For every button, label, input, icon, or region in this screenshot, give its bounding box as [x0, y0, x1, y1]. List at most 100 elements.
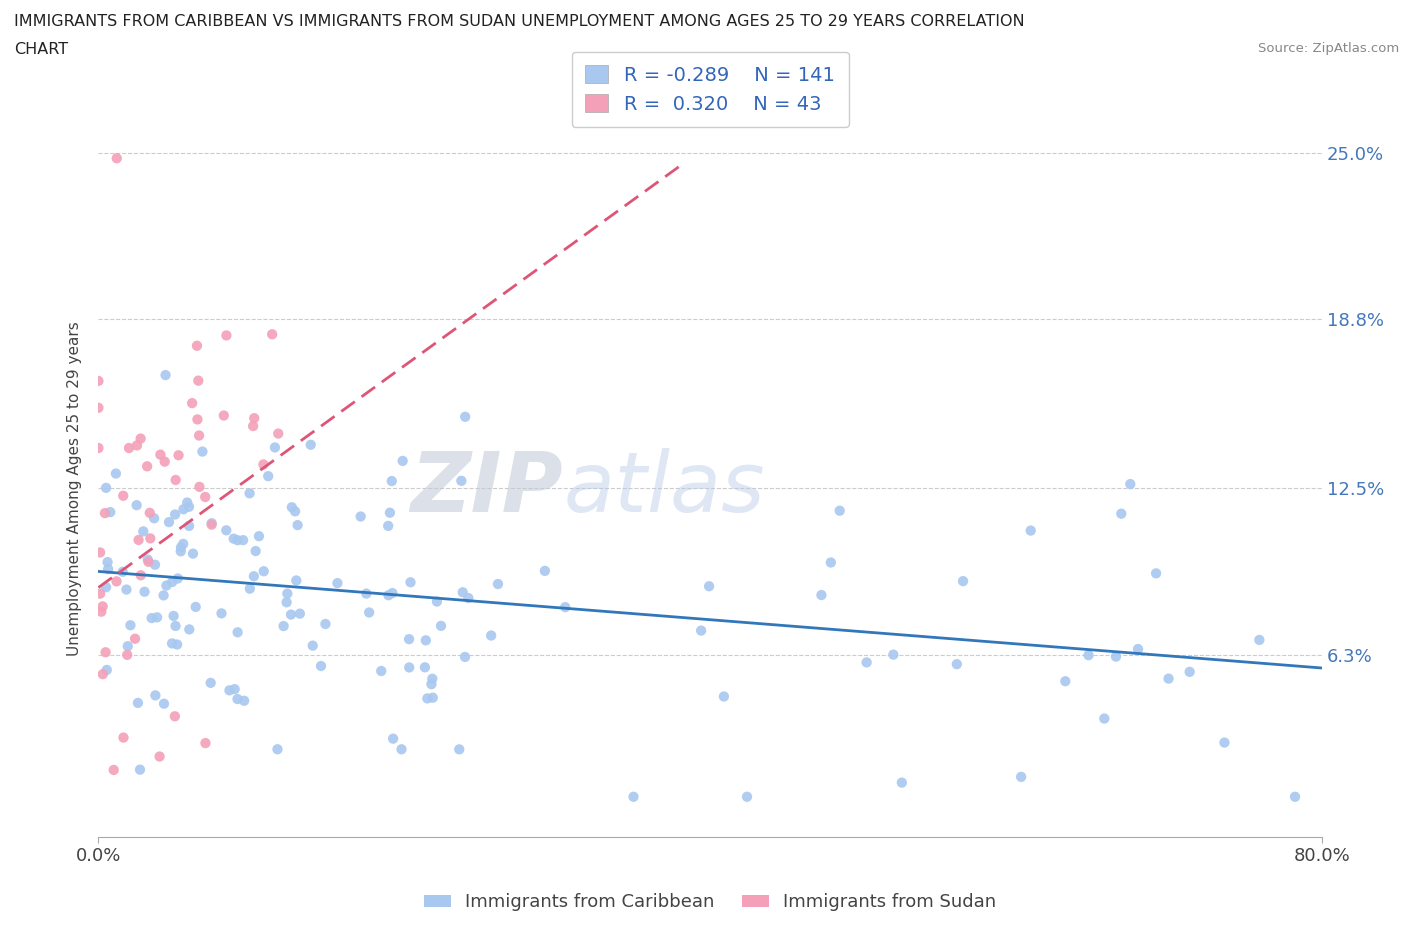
Point	[188, 428, 211, 443]
Point	[416, 691, 439, 706]
Point	[215, 523, 238, 538]
Point	[426, 594, 449, 609]
Point	[820, 555, 842, 570]
Point	[200, 675, 222, 690]
Point	[245, 544, 267, 559]
Point	[233, 693, 256, 708]
Point	[299, 437, 322, 452]
Text: Source: ZipAtlas.com: Source: ZipAtlas.com	[1258, 42, 1399, 55]
Point	[176, 495, 198, 510]
Point	[486, 577, 509, 591]
Point	[87, 400, 110, 415]
Point	[94, 644, 117, 659]
Point	[370, 663, 392, 678]
Point	[160, 636, 183, 651]
Point	[422, 690, 444, 705]
Point	[413, 660, 436, 675]
Point	[149, 749, 172, 764]
Text: atlas: atlas	[564, 447, 765, 529]
Point	[391, 454, 413, 469]
Point	[184, 600, 207, 615]
Point	[314, 617, 336, 631]
Point	[454, 649, 477, 664]
Point	[136, 458, 159, 473]
Point	[420, 671, 443, 686]
Point	[162, 608, 184, 623]
Point	[359, 605, 381, 620]
Point	[420, 677, 443, 692]
Point	[828, 503, 851, 518]
Point	[166, 637, 188, 652]
Point	[735, 790, 758, 804]
Point	[105, 574, 128, 589]
Point	[160, 575, 183, 590]
Point	[276, 586, 298, 601]
Point	[224, 682, 246, 697]
Point	[350, 509, 373, 524]
Point	[98, 505, 121, 520]
Point	[97, 562, 120, 577]
Point	[1105, 649, 1128, 664]
Point	[179, 622, 201, 637]
Text: CHART: CHART	[14, 42, 67, 57]
Point	[120, 618, 142, 632]
Point	[194, 489, 217, 504]
Point	[226, 692, 249, 707]
Point	[247, 529, 270, 544]
Point	[129, 763, 152, 777]
Point	[87, 441, 110, 456]
Point	[105, 151, 128, 166]
Point	[381, 473, 404, 488]
Point	[450, 473, 472, 488]
Point	[449, 742, 471, 757]
Point	[326, 576, 349, 591]
Point	[697, 578, 720, 593]
Point	[155, 578, 177, 593]
Point	[262, 326, 284, 341]
Point	[1077, 648, 1099, 663]
Point	[153, 454, 176, 469]
Point	[267, 426, 290, 441]
Point	[266, 742, 288, 757]
Point	[1249, 632, 1271, 647]
Point	[226, 625, 249, 640]
Point	[94, 579, 117, 594]
Point	[112, 730, 135, 745]
Point	[139, 505, 162, 520]
Point	[91, 667, 114, 682]
Point	[430, 618, 453, 633]
Point	[172, 537, 194, 551]
Point	[153, 697, 176, 711]
Point	[398, 660, 420, 675]
Point	[165, 618, 187, 633]
Point	[356, 586, 378, 601]
Point	[129, 568, 152, 583]
Point	[1144, 566, 1167, 581]
Point	[239, 485, 262, 500]
Point	[89, 545, 111, 560]
Point	[136, 552, 159, 567]
Point	[90, 604, 112, 619]
Point	[177, 499, 200, 514]
Point	[399, 575, 422, 590]
Point	[382, 731, 405, 746]
Point	[187, 373, 209, 388]
Point	[115, 647, 138, 662]
Point	[1157, 671, 1180, 686]
Point	[1119, 477, 1142, 492]
Point	[381, 586, 404, 601]
Point	[165, 472, 187, 487]
Point	[94, 481, 117, 496]
Point	[152, 588, 174, 603]
Point	[276, 595, 298, 610]
Point	[201, 516, 224, 531]
Point	[212, 408, 235, 423]
Text: ZIP: ZIP	[411, 447, 564, 529]
Y-axis label: Unemployment Among Ages 25 to 29 years: Unemployment Among Ages 25 to 29 years	[67, 321, 83, 656]
Point	[146, 610, 169, 625]
Point	[211, 606, 233, 621]
Point	[143, 511, 166, 525]
Point	[280, 607, 302, 622]
Point	[94, 506, 117, 521]
Point	[1054, 674, 1077, 689]
